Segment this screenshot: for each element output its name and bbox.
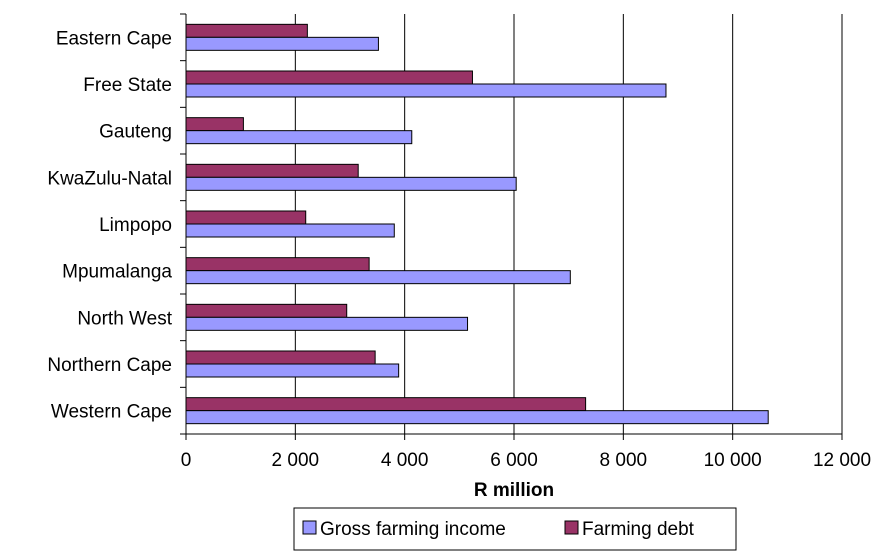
legend: Gross farming income Farming debt [293,507,737,551]
category-labels: Eastern Cape Free State Gauteng KwaZulu-Nat… [47,28,172,422]
category-label: Eastern Cape [56,28,172,49]
legend-swatch-gross-income [302,520,317,535]
bar-farming-debt [185,117,244,132]
bar-farming-debt [185,257,370,272]
bar-gross-income [185,270,571,285]
category-label: Western Cape [51,402,172,423]
bar-farming-debt [185,397,587,412]
x-tick-label: 10 000 [704,450,762,471]
bar-gross-income [185,316,469,331]
bar-gross-income [185,176,517,191]
bar-farming-debt [185,23,308,38]
bar-gross-income [185,410,769,425]
category-label: Northern Cape [47,355,172,376]
legend-label-gross-income: Gross farming income [320,519,506,540]
x-tick-label: 12 000 [813,450,871,471]
legend-box [293,507,737,551]
x-axis-title: R million [474,480,554,501]
bar-gross-income [185,36,379,51]
category-label: Mpumalanga [62,262,172,283]
bar-farming-debt [185,350,376,365]
legend-swatch-farming-debt [564,520,579,535]
x-tick-labels: 0 2 000 4 000 6 000 8 000 10 000 12 000 [181,450,871,471]
category-label: Gauteng [99,122,172,143]
x-tick-label: 8 000 [600,450,648,471]
category-label: Free State [83,75,172,96]
axes [180,13,843,440]
bar-gross-income [185,223,395,238]
x-tick-label: 2 000 [272,450,320,471]
bar-farming-debt [185,70,473,85]
x-tick-label: 4 000 [381,450,429,471]
bar-gross-income [185,130,413,145]
bar-gross-income [185,363,400,378]
bar-farming-debt [185,303,348,318]
legend-label-farming-debt: Farming debt [582,519,695,540]
bar-farming-debt [185,163,359,178]
x-tick-label: 0 [181,450,192,471]
category-label: Limpopo [99,215,172,236]
bars [185,23,769,425]
bar-gross-income [185,83,667,98]
category-label: North West [77,308,172,329]
category-label: KwaZulu-Natal [47,168,172,189]
x-tick-label: 6 000 [490,450,538,471]
bar-farming-debt [185,210,307,225]
